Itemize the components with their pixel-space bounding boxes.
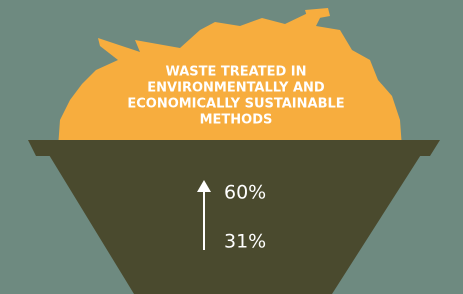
infographic: WASTE TREATED IN ENVIRONMENTALLY AND ECO… <box>0 0 463 294</box>
heading-line: WASTE TREATED IN <box>165 65 306 80</box>
page: WASTE TREATED IN ENVIRONMENTALLY AND ECO… <box>0 0 463 294</box>
heading-line: METHODS <box>200 113 273 128</box>
heading-line: ECONOMICALLY SUSTAINABLE <box>127 97 344 112</box>
lower-figure: 31% <box>224 231 266 253</box>
heading-line: ENVIRONMENTALLY AND <box>147 81 325 96</box>
upper-figure: 60% <box>224 182 266 204</box>
bin <box>28 140 440 294</box>
